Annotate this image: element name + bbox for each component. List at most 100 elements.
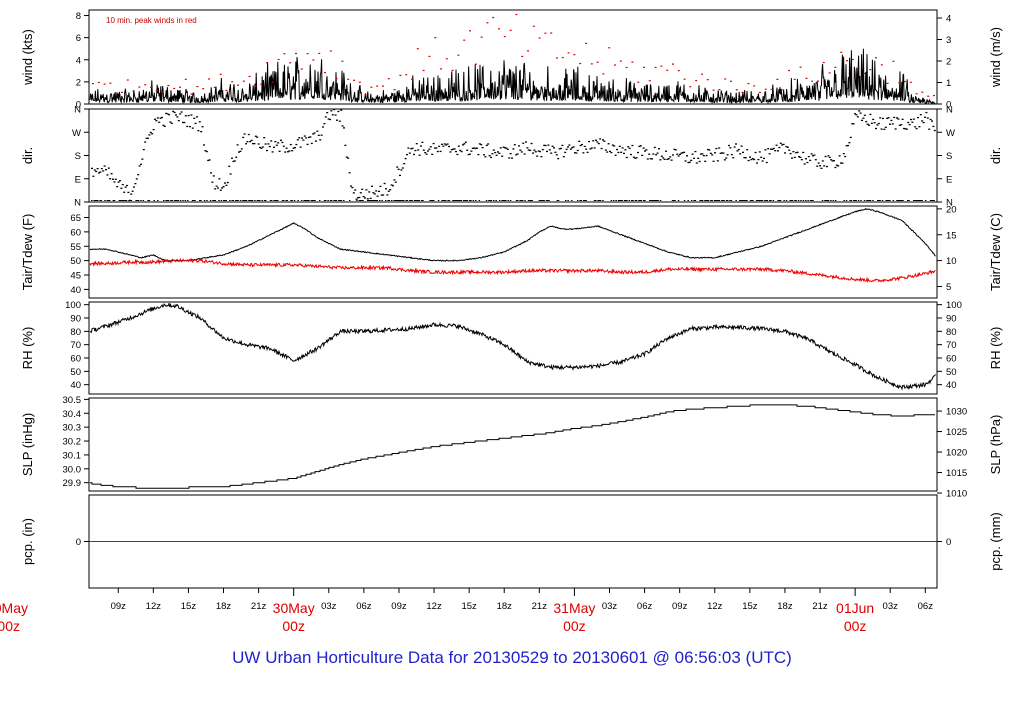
x-tick-label: 15z (461, 601, 477, 612)
x-tick-label: 21z (532, 601, 548, 612)
x-day-hour-label: 00z (844, 618, 867, 634)
slp-line (90, 404, 935, 489)
x-tick-label: 21z (812, 601, 828, 612)
x-tick-label: 12z (426, 601, 442, 612)
temp-left-axis-tick-label: 60 (70, 227, 81, 238)
temp-right-axis-tick-label: 10 (946, 256, 957, 267)
x-tick-label: 18z (216, 601, 232, 612)
pcp-left-axis-tick-label: 0 (76, 537, 81, 548)
slp-left-axis-tick-label: 30.1 (63, 450, 82, 461)
temp-left-axis-tick-label: 55 (70, 242, 81, 253)
rh-left-axis-tick-label: 90 (70, 314, 81, 325)
x-day-hour-label: 00z (563, 618, 586, 634)
wind-left-axis-tick-label: 4 (76, 55, 81, 66)
panel-frame-temp (88, 205, 938, 299)
wind-ylabel-right: wind (m/s) (988, 27, 1003, 88)
wind-right-axis-tick-label: 1 (946, 78, 951, 89)
slp-right-axis-tick-label: 1025 (946, 427, 967, 438)
x-tick-label: 06z (918, 601, 934, 612)
x-partial-day-label: 30May (0, 600, 28, 616)
wind-ylabel-left: wind (kts) (20, 29, 35, 86)
slp-left-axis-tick-label: 30.5 (63, 395, 82, 406)
wind-annotation: 10 min. peak winds in red (106, 16, 197, 25)
dir-ylabel-left: dir. (20, 147, 35, 164)
chart-title: UW Urban Horticulture Data for 20130529 … (232, 648, 792, 667)
wind-right-axis-tick-label: 0 (946, 100, 951, 111)
pcp-right-axis-tick-label: 0 (946, 537, 951, 548)
dir-right-tick-label: N (946, 105, 953, 116)
rh-left-axis-tick-label: 40 (70, 380, 81, 391)
slp-right-axis-tick-label: 1030 (946, 407, 967, 418)
rh-right-axis-tick-label: 40 (946, 380, 957, 391)
pcp-ylabel-right: pcp. (mm) (988, 512, 1003, 571)
slp-right-axis-tick-label: 1020 (946, 448, 967, 459)
wind-right-axis-tick-label: 2 (946, 57, 951, 68)
rh-ylabel-right: RH (%) (988, 327, 1003, 370)
x-tick-label: 09z (672, 601, 688, 612)
slp-left-axis-tick-label: 29.9 (63, 478, 82, 489)
rh-left-axis-tick-label: 70 (70, 340, 81, 351)
rh-right-axis-tick-label: 90 (946, 314, 957, 325)
slp-left-axis-tick-label: 30.3 (63, 423, 82, 434)
x-tick-label: 09z (111, 601, 127, 612)
temp-left-axis-tick-label: 65 (70, 213, 81, 224)
wind-left-axis-tick-label: 0 (76, 100, 81, 111)
rh-right-axis-tick-label: 50 (946, 367, 957, 378)
x-partial-day-hour-label: 00z (0, 618, 20, 634)
pcp-ylabel-left: pcp. (in) (20, 518, 35, 565)
wind-left-axis-tick-label: 2 (76, 77, 81, 88)
x-tick-label: 09z (391, 601, 407, 612)
x-day-label: 31May (553, 600, 595, 616)
x-tick-label: 21z (251, 601, 267, 612)
dir-left-tick-label: S (75, 151, 81, 162)
x-tick-label: 03z (321, 601, 337, 612)
dir-right-tick-label: W (946, 128, 955, 139)
dir-right-tick-label: E (946, 174, 952, 185)
dir-left-tick-label: N (74, 105, 81, 116)
x-day-label: 01Jun (836, 600, 874, 616)
wind-right-axis-tick-label: 3 (946, 35, 951, 46)
air-temperature-line (89, 207, 936, 262)
temp-right-axis-tick-label: 20 (946, 204, 957, 215)
rh-right-axis-tick-label: 80 (946, 327, 957, 338)
dir-left-tick-label: E (75, 174, 81, 185)
rh-ylabel-left: RH (%) (20, 327, 35, 370)
panel-frame-dir (88, 108, 938, 203)
wind-left-axis-tick-label: 8 (76, 11, 81, 22)
temp-left-axis-tick-label: 40 (70, 285, 81, 296)
x-tick-label: 12z (707, 601, 723, 612)
x-tick-label: 18z (497, 601, 513, 612)
temp-right-axis-tick-label: 5 (946, 282, 951, 293)
temp-ylabel-left: Tair/Tdew (F) (20, 214, 35, 291)
rh-line (89, 302, 936, 391)
x-day-hour-label: 00z (282, 618, 305, 634)
x-tick-label: 03z (602, 601, 618, 612)
dir-ylabel-right: dir. (988, 147, 1003, 164)
x-tick-label: 06z (356, 601, 372, 612)
slp-left-axis-tick-label: 30.0 (63, 464, 82, 475)
x-tick-label: 15z (742, 601, 758, 612)
x-tick-label: 18z (777, 601, 793, 612)
dir-right-tick-label: S (946, 151, 952, 162)
x-tick-label: 06z (637, 601, 653, 612)
slp-left-axis-tick-label: 30.2 (63, 437, 82, 448)
wind-right-axis-tick-label: 4 (946, 14, 951, 25)
x-day-label: 30May (273, 600, 315, 616)
slp-ylabel-right: SLP (hPa) (988, 415, 1003, 475)
wind-left-axis-tick-label: 6 (76, 33, 81, 44)
dewpoint-line (89, 257, 936, 284)
dir-right-tick-label: N (946, 198, 953, 209)
slp-right-axis-tick-label: 1010 (946, 489, 967, 500)
slp-ylabel-left: SLP (inHg) (20, 413, 35, 476)
temp-right-axis-tick-label: 15 (946, 230, 957, 241)
rh-right-axis-tick-label: 60 (946, 354, 957, 365)
temp-left-axis-tick-label: 50 (70, 256, 81, 267)
x-tick-label: 03z (883, 601, 899, 612)
rh-left-axis-tick-label: 80 (70, 327, 81, 338)
slp-left-axis-tick-label: 30.4 (63, 409, 82, 420)
temp-left-axis-tick-label: 45 (70, 271, 81, 282)
rh-right-axis-tick-label: 70 (946, 340, 957, 351)
panel-frame-rh (88, 301, 938, 395)
